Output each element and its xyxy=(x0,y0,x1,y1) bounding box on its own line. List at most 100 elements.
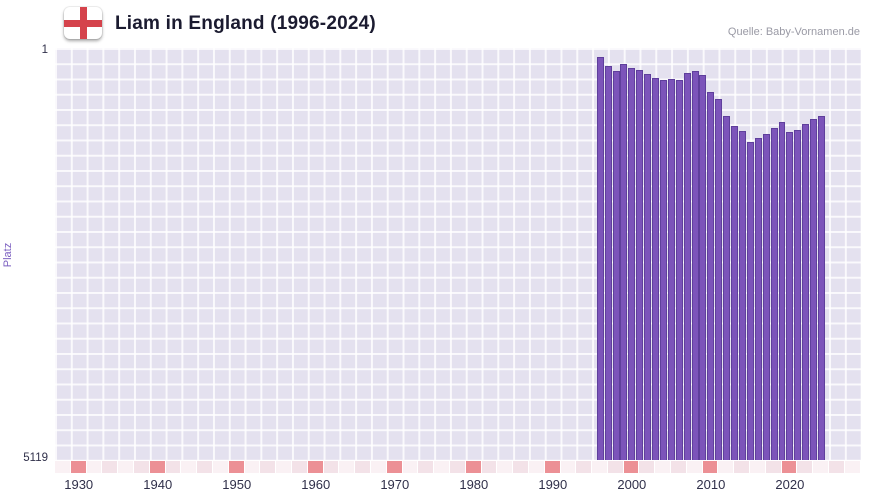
strip-cell xyxy=(797,461,814,473)
strip-cell xyxy=(497,461,514,473)
x-tick-1980: 1980 xyxy=(459,477,489,492)
strip-cell xyxy=(528,461,545,473)
strip-decade-cell-2010 xyxy=(702,461,719,473)
x-tick-1960: 1960 xyxy=(301,477,331,492)
bar-2013 xyxy=(731,126,739,460)
bar-2014 xyxy=(738,130,746,460)
bar-2003 xyxy=(652,78,660,460)
plot-area xyxy=(55,48,861,460)
y-tick-max: 5119 xyxy=(23,452,48,464)
x-tick-1940: 1940 xyxy=(143,477,173,492)
y-tick-min: 1 xyxy=(41,44,48,56)
strip-cell xyxy=(118,461,134,473)
x-tick-2010: 2010 xyxy=(696,477,726,492)
bar-2022 xyxy=(802,123,810,460)
bar-2015 xyxy=(746,142,754,460)
england-flag-icon xyxy=(64,7,102,39)
bar-2005 xyxy=(667,78,675,460)
strip-decade-cell-1980 xyxy=(465,461,482,473)
bar-2000 xyxy=(628,67,636,460)
strip-cell xyxy=(765,461,782,473)
source-attribution: Quelle: Baby-Vornamen.de xyxy=(727,26,860,38)
strip-cell xyxy=(291,461,308,473)
strip-cell xyxy=(212,461,229,473)
strip-cell xyxy=(102,461,119,473)
strip-cell xyxy=(655,461,672,473)
chart-title: Liam in England (1996-2024) xyxy=(115,13,376,34)
strip-cell xyxy=(260,461,277,473)
strip-cell xyxy=(418,461,435,473)
strip-cell xyxy=(197,461,213,473)
strip-cell xyxy=(671,461,687,473)
x-tick-1970: 1970 xyxy=(380,477,410,492)
strip-cell xyxy=(576,461,593,473)
bar-2019 xyxy=(778,121,786,460)
bar-2020 xyxy=(786,131,794,460)
flag-cross-horizontal xyxy=(64,19,102,27)
strip-cell xyxy=(244,461,261,473)
strip-cell xyxy=(181,461,198,473)
strip-cell xyxy=(829,461,845,473)
strip-cell xyxy=(813,461,830,473)
bar-1997 xyxy=(604,66,612,460)
strip-cell xyxy=(750,461,766,473)
strip-cell xyxy=(55,461,71,473)
x-tick-1990: 1990 xyxy=(538,477,568,492)
strip-cell xyxy=(607,461,624,473)
bar-2017 xyxy=(762,133,770,460)
strip-cell xyxy=(86,461,103,473)
bar-2016 xyxy=(754,137,762,460)
bar-2004 xyxy=(659,80,667,460)
bar-2008 xyxy=(691,71,699,460)
bar-2011 xyxy=(715,98,723,460)
bar-2002 xyxy=(644,74,652,460)
bar-2006 xyxy=(675,80,683,460)
strip-cell xyxy=(592,461,608,473)
x-tick-1930: 1930 xyxy=(64,477,94,492)
bar-2001 xyxy=(636,69,644,460)
strip-cell xyxy=(718,461,735,473)
strip-decade-cell-1930 xyxy=(70,461,87,473)
strip-cell xyxy=(481,461,498,473)
strip-cell xyxy=(323,461,340,473)
strip-decade-cell-2020 xyxy=(781,461,798,473)
bar-2023 xyxy=(810,119,818,460)
bar-2007 xyxy=(683,72,691,460)
x-axis-strip xyxy=(55,461,861,473)
strip-cell xyxy=(339,461,356,473)
x-tick-1950: 1950 xyxy=(222,477,252,492)
strip-decade-cell-1950 xyxy=(228,461,245,473)
bar-1998 xyxy=(612,71,620,460)
strip-cell xyxy=(402,461,419,473)
bar-2009 xyxy=(699,74,707,460)
bar-2024 xyxy=(818,115,825,460)
y-axis-label: Platz xyxy=(2,242,15,268)
strip-cell xyxy=(734,461,751,473)
strip-cell xyxy=(560,461,577,473)
strip-cell xyxy=(133,461,150,473)
x-tick-2000: 2000 xyxy=(617,477,647,492)
x-tick-2020: 2020 xyxy=(775,477,805,492)
strip-cell xyxy=(165,461,182,473)
strip-decade-cell-1990 xyxy=(544,461,561,473)
x-axis-ticks: 1930 1940 1950 1960 1970 1980 1990 2000 2010 2020 xyxy=(55,477,861,497)
chart-header: Liam in England (1996-2024) Quelle: Baby… xyxy=(0,0,873,46)
strip-decade-cell-1960 xyxy=(307,461,324,473)
strip-cell xyxy=(513,461,529,473)
strip-cell xyxy=(449,461,466,473)
bar-2021 xyxy=(794,129,802,460)
strip-decade-cell-1970 xyxy=(386,461,403,473)
strip-cell xyxy=(686,461,703,473)
bar-1999 xyxy=(620,64,628,460)
bar-2018 xyxy=(770,128,778,460)
strip-cell xyxy=(639,461,656,473)
bar-1996 xyxy=(596,57,604,460)
strip-cell xyxy=(844,461,861,473)
strip-cell xyxy=(276,461,292,473)
strip-decade-cell-1940 xyxy=(149,461,166,473)
strip-cell xyxy=(355,461,371,473)
strip-cell xyxy=(434,461,450,473)
bar-2010 xyxy=(707,92,715,460)
strip-cell xyxy=(370,461,387,473)
